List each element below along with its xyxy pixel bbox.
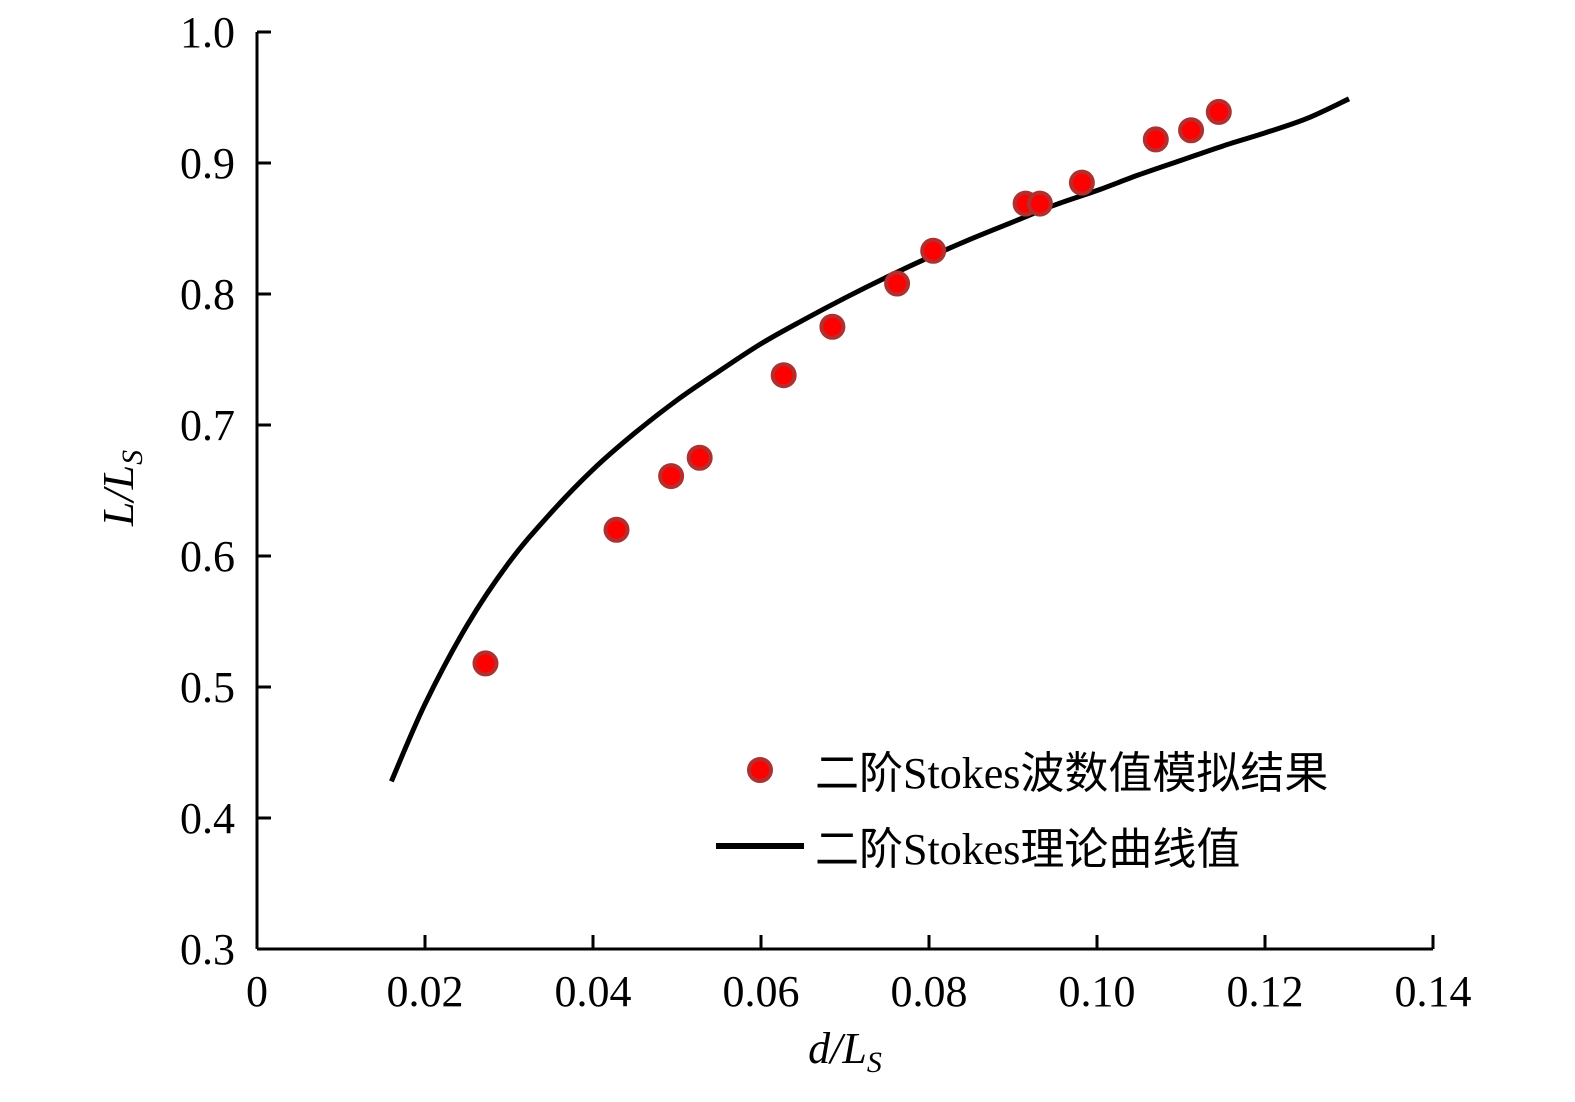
y-tick-label: 0.5 [180, 663, 235, 712]
legend-scatter-marker [747, 757, 773, 783]
y-axis-label-main: L/L [94, 465, 143, 527]
scatter-point [1178, 117, 1205, 144]
y-axis-ticks: 0.3 0.4 0.5 0.6 0.7 0.8 0.9 1.0 [180, 8, 271, 974]
legend-line-label: 二阶Stokes理论曲线值 [815, 825, 1240, 874]
y-axis-label-sub: S [116, 450, 149, 465]
scatter-point [1026, 190, 1053, 217]
scatter-point [770, 362, 797, 389]
x-axis-label-sub: S [867, 1046, 882, 1079]
scatter-point [686, 444, 713, 471]
scatter-point [1068, 169, 1095, 196]
scatter-point [472, 650, 499, 677]
x-axis-label: d/LS [808, 1024, 882, 1079]
scatter-point [1142, 126, 1169, 153]
y-tick-label: 0.3 [180, 925, 235, 974]
scatter-point [884, 270, 911, 297]
scatter-points [472, 98, 1232, 677]
x-tick-label: 0.10 [1059, 967, 1136, 1016]
y-tick-label: 0.8 [180, 270, 235, 319]
scatter-point [819, 313, 846, 340]
x-axis-ticks: 0 0.02 0.04 0.06 0.08 0.10 0.12 0.14 [246, 935, 1472, 1016]
x-tick-label: 0.06 [723, 967, 800, 1016]
scatter-point [1205, 98, 1232, 125]
y-tick-label: 0.7 [180, 401, 235, 450]
x-tick-label: 0.08 [891, 967, 968, 1016]
x-tick-label: 0.04 [555, 967, 632, 1016]
legend: 二阶Stokes波数值模拟结果 二阶Stokes理论曲线值 [716, 749, 1328, 874]
scatter-point [658, 463, 685, 490]
x-tick-label: 0.12 [1227, 967, 1304, 1016]
y-axis-label: L/LS [94, 450, 149, 527]
theory-curve-line [389, 96, 1351, 783]
x-tick-label: 0.02 [387, 967, 464, 1016]
scatter-point [920, 237, 947, 264]
y-tick-label: 0.4 [180, 794, 235, 843]
y-tick-label: 0.9 [180, 139, 235, 188]
y-tick-label: 0.6 [180, 532, 235, 581]
scatter-point [603, 516, 630, 543]
y-tick-label: 1.0 [180, 8, 235, 57]
x-axis-label-main: d/L [808, 1024, 867, 1073]
x-tick-label: 0 [246, 967, 268, 1016]
legend-scatter-label: 二阶Stokes波数值模拟结果 [815, 749, 1328, 798]
x-tick-label: 0.14 [1395, 967, 1472, 1016]
axes [255, 32, 1433, 951]
